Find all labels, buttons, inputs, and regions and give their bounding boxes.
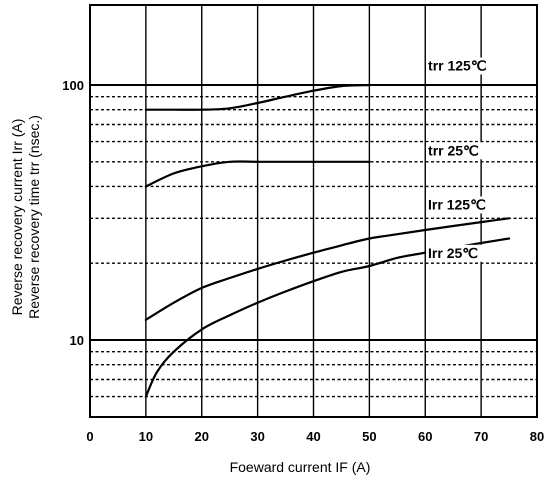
- curve-label-background: [426, 57, 485, 75]
- x-tick-label: 50: [362, 429, 376, 444]
- irr-25c-label: Irr 25℃: [428, 245, 478, 261]
- x-tick-label: 70: [474, 429, 488, 444]
- x-tick-label: 10: [139, 429, 153, 444]
- grid: [90, 5, 537, 417]
- curve-label-background: [426, 142, 485, 160]
- y-axis-title-line-1: Reverse recovery current Irr (A): [9, 119, 25, 316]
- x-tick-labels: 0 10 20 30 40 50 60 70 80: [86, 429, 544, 444]
- trr-125c-label: trr 125℃: [428, 57, 487, 73]
- curve-label-background: [426, 196, 485, 214]
- trr-25c-curve: [144, 160, 371, 188]
- irr-125c-curve: [144, 217, 511, 321]
- x-tick-label: 20: [195, 429, 209, 444]
- curve-label-background: [426, 244, 485, 262]
- y-axis-title: Reverse recovery current Irr (A) Reverse…: [9, 115, 42, 319]
- trr-125c-curve: [144, 83, 371, 111]
- y-tick-labels: 10 100: [62, 78, 84, 348]
- x-tick-label: 0: [86, 429, 93, 444]
- irr-125c-label: Irr 125℃: [428, 196, 486, 212]
- x-tick-label: 30: [250, 429, 264, 444]
- plot-border: [89, 4, 538, 418]
- y-tick-label: 100: [62, 78, 84, 93]
- x-tick-label: 60: [418, 429, 432, 444]
- x-tick-label: 80: [530, 429, 544, 444]
- y-axis-title-line-2: Reverse recovery time trr (nsec.): [26, 115, 42, 319]
- x-axis-title: Foeward current IF (A): [230, 459, 371, 475]
- trr-25c-label: trr 25℃: [428, 142, 479, 158]
- curve-labels: trr 125℃ trr 25℃ Irr 125℃ Irr 25℃: [426, 57, 487, 262]
- x-tick-label: 40: [306, 429, 320, 444]
- y-tick-label: 10: [70, 333, 84, 348]
